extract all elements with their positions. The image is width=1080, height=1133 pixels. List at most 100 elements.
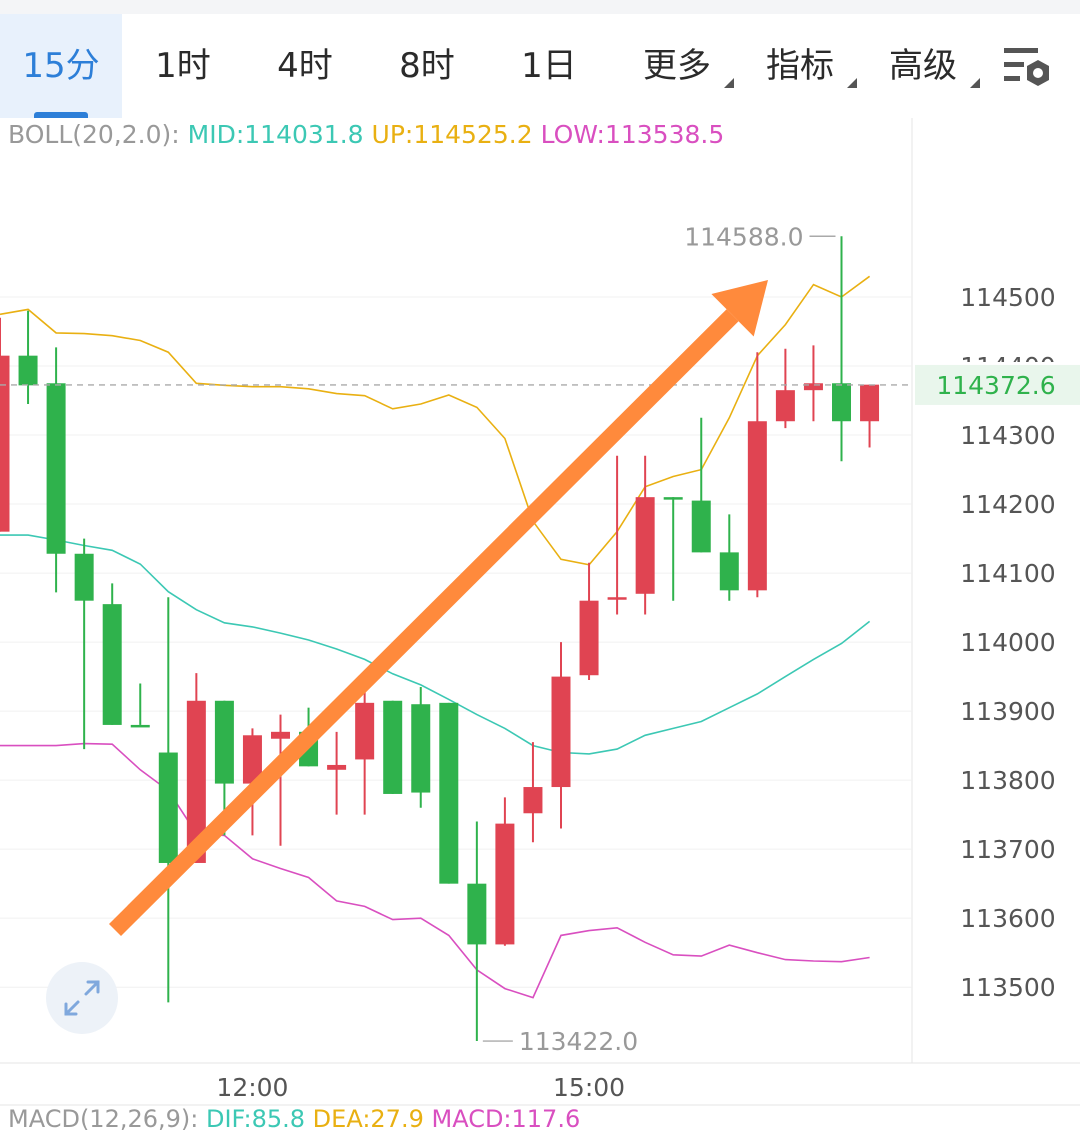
tab-1d[interactable]: 1日: [488, 14, 610, 118]
tab-8h[interactable]: 8时: [366, 14, 488, 118]
low-marker-label: 113422.0: [519, 1027, 638, 1056]
active-tab-indicator: [34, 112, 88, 118]
candle-body: [551, 676, 571, 788]
candle: [102, 583, 122, 725]
candlestick-chart[interactable]: 114500 114300 114200 114100 114000 113900 1138…: [0, 118, 1080, 1108]
boll-lower-line: [0, 742, 870, 999]
boll-mid-line: [0, 534, 871, 755]
boll-up-value: UP:114525.2: [371, 120, 533, 149]
candle-body: [383, 700, 403, 794]
tab-label: 8时: [399, 46, 455, 86]
candle: [74, 538, 94, 750]
tab-label: 1日: [521, 46, 577, 86]
chart-overlay: 114372.6 114588.0 113422.0: [0, 222, 1080, 1056]
candle: [775, 348, 795, 429]
tab-label: 15分: [22, 46, 100, 86]
candle-body: [46, 383, 66, 554]
settings-gear-icon[interactable]: [1002, 44, 1054, 92]
dropdown-triangle-icon: [724, 78, 734, 88]
x-tick-label: 15:00: [553, 1073, 625, 1102]
candle-body: [74, 553, 94, 601]
candle-body: [860, 384, 880, 422]
macd-value: MACD:117.6: [431, 1105, 581, 1133]
candle: [186, 673, 206, 863]
high-marker-label: 114588.0: [684, 222, 803, 251]
y-axis: 114500 114300 114200 114100 114000 113900 1138…: [960, 283, 1055, 1002]
tab-4h[interactable]: 4时: [244, 14, 366, 118]
tab-more-dropdown[interactable]: 更多: [622, 14, 734, 118]
tab-label: 4时: [277, 46, 333, 86]
candle-body: [186, 700, 206, 863]
tab-label: 1时: [155, 46, 211, 86]
candle: [327, 731, 347, 815]
tab-label: 高级: [889, 46, 957, 86]
trend-arrow-shaft: [109, 309, 739, 937]
candle: [495, 797, 515, 946]
candle: [18, 310, 38, 404]
tab-15min[interactable]: 15分: [0, 14, 122, 118]
candle: [551, 642, 571, 829]
candle-body: [411, 704, 431, 793]
candle: [719, 514, 739, 601]
candle: [411, 686, 431, 808]
trend-arrow-head: [711, 280, 768, 337]
candle-body: [355, 702, 375, 760]
candle-body: [439, 702, 459, 884]
candle-body: [607, 597, 627, 600]
boll-low-value: LOW:113538.5: [540, 120, 725, 149]
candle-body: [327, 764, 347, 770]
tab-indicators-dropdown[interactable]: 指标: [745, 14, 857, 118]
tab-1h[interactable]: 1时: [122, 14, 244, 118]
tab-label: 指标: [766, 46, 834, 86]
dropdown-triangle-icon: [847, 78, 857, 88]
y-tick-label: 113500: [960, 973, 1055, 1002]
candle-body: [663, 497, 683, 500]
candle: [46, 347, 66, 593]
candle: [635, 455, 655, 615]
candle-body: [523, 787, 543, 814]
tab-advanced-dropdown[interactable]: 高级: [868, 14, 980, 118]
candles: [0, 236, 880, 1042]
candle: [523, 742, 543, 843]
tab-label: 更多: [643, 46, 711, 86]
expand-arrows-icon: [64, 980, 100, 1016]
candle: [747, 352, 767, 598]
candle-body: [803, 383, 823, 391]
y-tick-label: 114500: [960, 283, 1055, 312]
candle-body: [271, 731, 290, 739]
y-tick-label: 114100: [960, 559, 1055, 588]
macd-label: MACD(12,26,9):: [8, 1105, 199, 1133]
candle: [691, 417, 711, 553]
candle: [383, 700, 403, 794]
candle-body: [635, 497, 655, 594]
y-tick-label: 113800: [960, 766, 1055, 795]
candle: [439, 702, 459, 884]
boll-label: BOLL(20,2.0):: [8, 120, 180, 149]
current-price-label: 114372.6: [936, 371, 1055, 400]
candle-body: [158, 752, 178, 863]
current-price-tag: [915, 364, 1080, 405]
y-tick-label-partial: 114400: [960, 352, 1055, 381]
candle-body: [0, 355, 10, 532]
candle: [579, 562, 599, 681]
expand-chart-button[interactable]: [46, 962, 118, 1034]
x-axis: 12:00 15:00: [0, 1062, 1080, 1106]
macd-legend: MACD(12,26,9): DIF:85.8 DEA:27.9 MACD:11…: [8, 1105, 580, 1133]
candle-body: [214, 700, 234, 784]
y-tick-label: 113600: [960, 904, 1055, 933]
y-tick-label: 113900: [960, 697, 1055, 726]
candle: [0, 317, 10, 532]
candle-body: [719, 552, 739, 591]
candle: [803, 345, 823, 422]
period-tab-bar: 15分 1时 4时 8时 1日 更多 指标 高级: [0, 14, 1080, 118]
y-tick-label: 114300: [960, 421, 1055, 450]
candle-body: [102, 604, 122, 725]
y-tick-label: 114200: [960, 490, 1055, 519]
boll-upper-line: [0, 275, 871, 566]
candle-body: [691, 500, 711, 553]
top-strip: [0, 0, 1080, 14]
candle-body: [18, 355, 38, 386]
y-tick-label: 114000: [960, 628, 1055, 657]
candle-body: [747, 421, 767, 591]
dropdown-triangle-icon: [970, 78, 980, 88]
